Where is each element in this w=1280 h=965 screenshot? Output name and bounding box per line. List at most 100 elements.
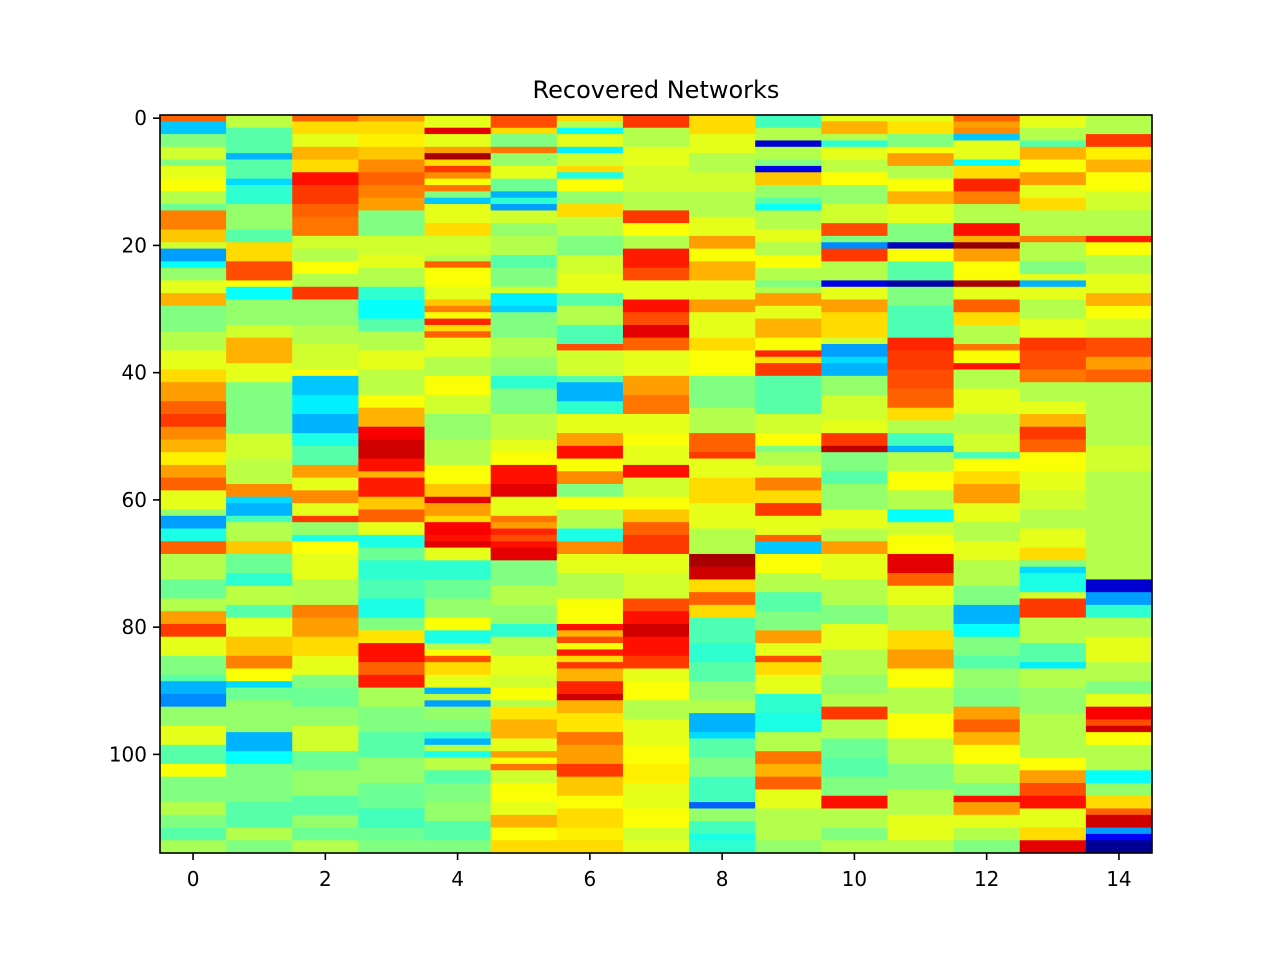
heatmap-cell [160,165,227,180]
heatmap-cell [953,802,1021,816]
heatmap-cell [556,636,624,644]
heatmap-cell [292,216,359,237]
heatmap-cell [1085,159,1153,173]
heatmap-cell [755,808,822,828]
heatmap-cell [1019,318,1087,339]
heatmap-cell [1019,159,1087,173]
heatmap-cell [689,808,756,822]
heatmap-cell [953,178,1021,192]
heatmap-cell [556,668,624,682]
heatmap-cell [490,134,558,148]
heatmap-cell [1019,115,1087,129]
heatmap-cell [887,445,954,453]
heatmap-cell [1019,757,1087,771]
heatmap-cell [953,127,1021,135]
heatmap-cell [689,312,756,339]
heatmap-cell [490,522,558,529]
heatmap-cell [755,305,822,319]
heatmap-cell [358,496,425,510]
heatmap-cell [490,178,558,192]
heatmap-cell [821,541,888,555]
heatmap-cell [226,178,293,186]
heatmap-cell [160,121,227,135]
heatmap-cell [953,299,1021,313]
heatmap-cell [424,267,492,288]
heatmap-cell [226,299,293,326]
heatmap-cell [556,471,624,485]
heatmap-cell [953,744,1021,765]
heatmap-cell [490,674,558,688]
heatmap-cell [292,464,359,479]
heatmap-cell [424,751,492,758]
heatmap-cell [424,503,492,517]
heatmap-cell [160,204,227,211]
heatmap-cell [821,795,888,809]
heatmap-cell [424,802,492,822]
heatmap-cell [292,375,359,396]
heatmap-cell [424,331,492,339]
heatmap-cell [424,534,492,542]
heatmap-cell [424,414,492,440]
heatmap-cell [953,261,1021,281]
heatmap-cell [424,204,492,224]
x-tick-label: 2 [319,867,332,891]
heatmap-cell [424,127,492,135]
heatmap-cell [821,420,888,434]
heatmap-cell [160,490,227,510]
heatmap-cell [953,312,1021,326]
heatmap-cell [622,350,690,377]
heatmap-cell [556,165,624,173]
heatmap-cell [821,827,888,841]
heatmap-cell [490,146,558,154]
heatmap-cell [622,573,690,599]
heatmap-cell [424,464,492,485]
heatmap-cell [689,115,756,135]
heatmap-cell [689,134,756,154]
heatmap-cell [821,115,888,122]
heatmap-cell [1085,681,1153,695]
heatmap-cell [821,280,888,288]
heatmap-cell [887,738,954,765]
heatmap-cell [556,681,624,695]
heatmap-cell [953,159,1021,167]
heatmap-cell [755,840,822,854]
heatmap-cell [622,553,690,574]
heatmap-cell [226,840,293,854]
heatmap-cell [160,178,227,192]
heatmap-cell [226,573,293,587]
heatmap-cell [887,534,954,555]
heatmap-cell [887,388,954,409]
heatmap-cell [953,471,1021,485]
heatmap-cell [556,458,624,472]
heatmap-cell [556,700,624,714]
heatmap-cell [490,623,558,638]
heatmap-cell [1019,426,1087,440]
y-tick-label: 40 [122,361,147,385]
heatmap-cell [226,496,293,504]
heatmap-cell [358,407,425,428]
heatmap-cell [1085,318,1153,339]
heatmap-cell [1085,146,1153,160]
heatmap-cell [1019,172,1087,186]
heatmap-cell [1019,668,1087,688]
heatmap-cell [755,363,822,377]
heatmap-cell [755,375,822,415]
heatmap-cell [292,814,359,828]
heatmap-cell [490,165,558,180]
heatmap-cell [160,693,227,708]
heatmap-cell [1085,134,1153,148]
heatmap-cell [887,350,954,370]
heatmap-cell [1019,808,1087,828]
heatmap-cell [887,713,954,739]
heatmap-cell [490,414,558,440]
heatmap-cell [821,204,888,224]
heatmap-cell [556,484,624,498]
heatmap-cell [160,452,227,466]
heatmap-cell [953,783,1021,797]
heatmap-cell [622,623,690,638]
heatmap-cell [160,553,227,580]
heatmap-cell [556,172,624,180]
heatmap-cell [292,725,359,752]
heatmap-cell [556,528,624,542]
heatmap-cell [821,312,888,339]
